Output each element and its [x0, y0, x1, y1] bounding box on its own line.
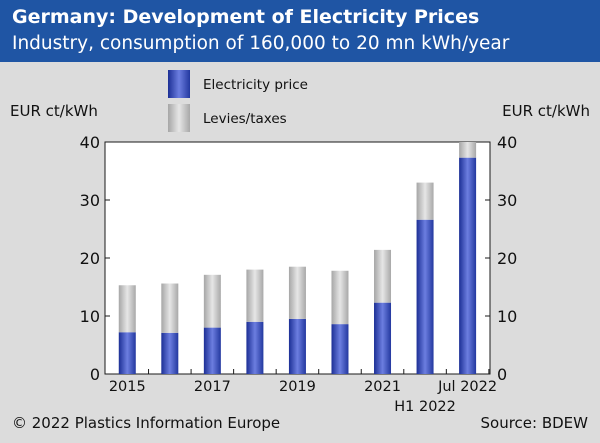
header-banner: Germany: Development of Electricity Pric…	[0, 0, 600, 62]
y-tick-label-left-0: 0	[90, 365, 100, 384]
x-tick-label-8: Jul 2022	[437, 379, 497, 395]
y-tick-label-right-0: 0	[497, 365, 507, 384]
legend-label-1: Levies/taxes	[203, 111, 287, 127]
y-tick-label-left-40: 40	[80, 133, 100, 152]
bar-electricity-price-7	[416, 219, 434, 374]
bar-electricity-price-5	[331, 324, 349, 374]
bar-electricity-price-4	[288, 318, 306, 374]
chart-title: Germany: Development of Electricity Pric…	[12, 6, 480, 28]
bar-electricity-price-1	[161, 332, 179, 374]
y-tick-label-left-10: 10	[80, 307, 100, 326]
y-tick-label-left-20: 20	[80, 249, 100, 268]
y-axis-label-right: EUR ct/kWh	[502, 102, 590, 120]
bar-electricity-price-6	[374, 302, 392, 374]
bar-electricity-price-2	[203, 327, 221, 374]
legend-label-0: Electricity price	[203, 77, 308, 93]
legend-swatch-0	[168, 70, 190, 98]
y-axis-label-left: EUR ct/kWh	[10, 102, 98, 120]
y-tick-label-right-10: 10	[497, 307, 517, 326]
y-tick-label-right-40: 40	[497, 133, 517, 152]
bar-levies-taxes-7	[416, 182, 434, 220]
x-tick-label-6: 2021	[364, 379, 401, 395]
bars-layer	[118, 142, 477, 374]
x-tick-label-4: 2019	[279, 379, 316, 395]
bar-levies-taxes-4	[288, 266, 306, 319]
legend-swatch-1	[168, 104, 190, 132]
chart-subtitle: Industry, consumption of 160,000 to 20 m…	[12, 33, 510, 54]
y-tick-label-right-30: 30	[497, 191, 517, 210]
x-tick-label-2: 2017	[194, 379, 231, 395]
y-tick-label-left-30: 30	[80, 191, 100, 210]
x-tick-label-7: H1 2022	[394, 399, 456, 415]
bar-levies-taxes-8	[459, 142, 477, 158]
bar-levies-taxes-6	[374, 249, 392, 303]
source-text: Source: BDEW	[480, 414, 589, 432]
bar-electricity-price-0	[118, 332, 136, 374]
legend: Electricity price Levies/taxes	[168, 70, 308, 132]
bar-electricity-price-8	[459, 157, 477, 374]
y-tick-label-right-20: 20	[497, 249, 517, 268]
bar-levies-taxes-5	[331, 270, 349, 325]
bar-levies-taxes-3	[246, 269, 264, 322]
bar-levies-taxes-0	[118, 285, 136, 333]
bar-electricity-price-3	[246, 321, 264, 374]
bar-levies-taxes-2	[203, 274, 221, 328]
x-tick-label-0: 2015	[109, 379, 146, 395]
bar-levies-taxes-1	[161, 283, 179, 333]
axis-layer: 0 0 10 10 20 20 30 30 40 40 2015 2017 2019 2021 H1 202…	[80, 133, 518, 415]
copyright-text: © 2022 Plastics Information Europe	[12, 414, 281, 432]
